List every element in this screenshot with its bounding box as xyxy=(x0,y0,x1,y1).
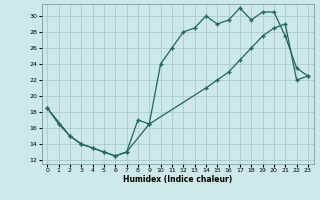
X-axis label: Humidex (Indice chaleur): Humidex (Indice chaleur) xyxy=(123,175,232,184)
